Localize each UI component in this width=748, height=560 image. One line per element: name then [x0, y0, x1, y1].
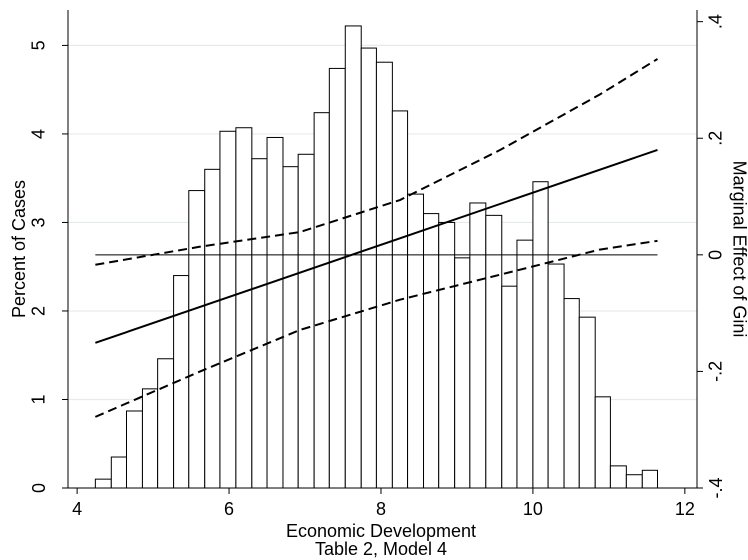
bar	[485, 214, 503, 489]
bar	[469, 202, 487, 489]
bar	[282, 166, 299, 489]
x-axis-label: Economic Development	[286, 521, 476, 541]
bar	[609, 465, 627, 489]
note: Table 2, Model 4	[315, 539, 447, 559]
y2-tick-label: -.2	[706, 361, 726, 382]
bar	[219, 130, 237, 489]
x-tick-label: 6	[224, 499, 234, 519]
x-tick-label: 12	[675, 499, 695, 519]
y2-tick-label: 0	[706, 250, 726, 260]
confidence-line	[95, 58, 659, 266]
x-tick-label: 10	[523, 499, 543, 519]
bar	[532, 181, 549, 489]
bar	[141, 388, 159, 489]
bar	[578, 316, 596, 489]
y2-axis-label: Marginal Effect of Gini	[729, 161, 748, 338]
confidence-line	[94, 239, 658, 418]
bar	[157, 358, 175, 489]
bar	[251, 158, 268, 489]
bar	[94, 478, 112, 489]
bar	[501, 285, 518, 489]
bar	[516, 239, 534, 489]
bar	[563, 298, 580, 489]
bar	[297, 153, 315, 489]
bar	[360, 47, 377, 489]
bar	[188, 190, 206, 489]
bar	[625, 474, 643, 489]
y-tick-label: 0	[29, 483, 49, 493]
y-tick-label: 4	[29, 129, 49, 139]
bar	[594, 396, 611, 489]
y-tick-label: 2	[29, 306, 49, 316]
x-tick-label: 8	[376, 499, 386, 519]
bar	[407, 193, 425, 489]
bar	[235, 127, 253, 489]
y-axis-label: Percent of Cases	[9, 180, 29, 318]
bar	[641, 469, 658, 489]
y2-tick-label: -.4	[706, 477, 726, 498]
bar	[204, 168, 221, 489]
bar	[125, 410, 143, 489]
bar	[328, 67, 346, 489]
y2-tick-label: .2	[706, 131, 726, 146]
x-tick-label: 4	[72, 499, 82, 519]
effect-line	[95, 148, 658, 344]
bar	[438, 221, 456, 489]
bar	[266, 136, 284, 489]
y-tick-label: 5	[29, 40, 49, 50]
bar	[454, 257, 471, 489]
bar	[110, 456, 127, 489]
bar	[313, 112, 330, 489]
bar	[547, 263, 565, 489]
bar	[375, 61, 393, 489]
y-tick-label: 1	[29, 394, 49, 404]
y2-tick-label: .4	[706, 14, 726, 29]
y-tick-label: 3	[29, 217, 49, 227]
